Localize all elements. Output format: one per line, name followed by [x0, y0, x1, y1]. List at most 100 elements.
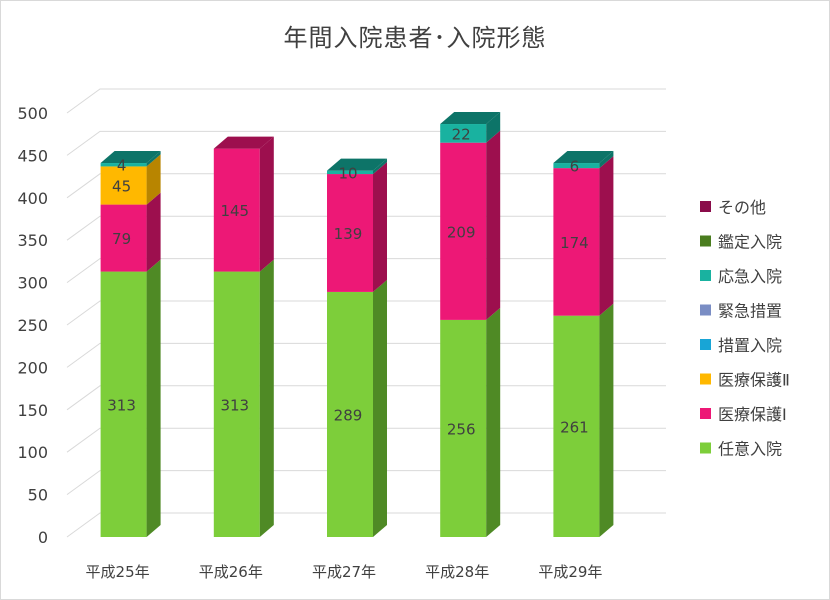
- bar-front: [440, 142, 487, 320]
- legend-swatch: [700, 373, 711, 385]
- data-label: 289: [334, 406, 363, 424]
- y-tick-label: 150: [17, 401, 48, 420]
- bar-segment: 174: [553, 156, 614, 316]
- legend-item: 緊急措置: [700, 302, 782, 321]
- data-label: 6: [570, 158, 580, 176]
- bar-side: [599, 303, 614, 537]
- y-tick-label: 400: [17, 189, 48, 208]
- legend-item: 医療保護Ⅱ: [700, 371, 790, 390]
- legend-label: 任意入院: [718, 440, 782, 459]
- bar-front: [553, 168, 600, 316]
- bar-side: [146, 192, 161, 272]
- data-label: 45: [112, 178, 131, 196]
- bar-segment: 4: [100, 151, 161, 175]
- data-label: 79: [112, 230, 131, 248]
- bar-side: [486, 112, 501, 143]
- x-axis: 平成25年 平成26年 平成27年 平成28年 平成29年: [86, 563, 603, 581]
- data-label: 261: [560, 418, 589, 436]
- bar-segment: 79: [100, 192, 161, 272]
- legend-label: 医療保護Ⅰ: [718, 405, 787, 424]
- y-tick-label: 0: [38, 528, 48, 547]
- bar-top: [213, 136, 274, 149]
- bar-side: [486, 307, 501, 537]
- chart-title: 年間入院患者･入院形態: [283, 24, 547, 52]
- bar-front: [553, 163, 600, 169]
- bar-front: [213, 148, 260, 272]
- data-label: 209: [447, 223, 476, 241]
- legend-swatch: [700, 442, 711, 454]
- bar-side: [373, 162, 387, 292]
- bar-segment: 6: [553, 151, 614, 176]
- bar-segment: 256: [440, 307, 501, 537]
- data-label: 10: [338, 164, 357, 182]
- data-label: 145: [220, 202, 249, 220]
- data-label: 256: [447, 420, 476, 438]
- legend-item: 任意入院: [700, 440, 782, 459]
- bar-segment: 313: [213, 259, 274, 537]
- legend-label: 応急入院: [718, 267, 782, 286]
- legend-label: 医療保護Ⅱ: [718, 371, 790, 390]
- bar-front: [327, 291, 373, 537]
- y-tick-label: 500: [17, 104, 48, 123]
- bar-side: [373, 279, 387, 537]
- legend-item: 措置入院: [700, 336, 782, 355]
- bar-side: [373, 158, 387, 175]
- gridline: [66, 88, 666, 114]
- bar-front: [100, 204, 147, 272]
- bar-segment: 145: [213, 136, 274, 272]
- legend-swatch: [700, 270, 711, 281]
- bar-front: [440, 319, 487, 537]
- legend-label: 鑑定入院: [718, 233, 782, 252]
- bars: 313 79 45 4 313 145 289 139 10 256 209 22 261 174 6: [100, 112, 614, 537]
- y-axis: 0 50 100 150 200 250 300 350 400 450 500: [17, 104, 48, 547]
- bar-side: [486, 130, 501, 320]
- bar-front: [100, 166, 147, 205]
- data-label: 139: [334, 225, 363, 243]
- y-tick-label: 50: [28, 486, 48, 505]
- legend-label: 緊急措置: [718, 302, 782, 321]
- legend-swatch: [700, 304, 711, 316]
- legend-item: 医療保護Ⅰ: [700, 405, 787, 424]
- legend-swatch: [700, 339, 711, 350]
- bar-front: [100, 163, 147, 167]
- bar-segment: 139: [327, 162, 387, 292]
- bar-top: [100, 151, 161, 164]
- bar-front: [100, 271, 147, 537]
- legend-label: その他: [718, 198, 766, 217]
- legend-swatch: [700, 235, 711, 247]
- bar-side: [259, 136, 274, 272]
- x-category-label: 平成28年: [425, 563, 489, 581]
- bar-segment: 313: [100, 259, 161, 537]
- bar-segment: 261: [553, 303, 614, 537]
- legend-item: 応急入院: [700, 267, 782, 286]
- bar-side: [599, 156, 614, 316]
- data-label: 313: [107, 396, 136, 414]
- bar-segment: 10: [327, 158, 387, 182]
- bar-front: [553, 315, 600, 537]
- legend-item: その他: [700, 198, 766, 217]
- data-label: 313: [220, 396, 249, 414]
- bar-segment: 22: [440, 112, 501, 143]
- legend-item: 鑑定入院: [700, 233, 782, 252]
- y-tick-label: 100: [17, 443, 48, 462]
- legend-swatch: [700, 201, 711, 212]
- y-tick-label: 250: [17, 316, 48, 335]
- legend-swatch: [700, 408, 711, 419]
- legend-label: 措置入院: [718, 336, 782, 355]
- bar-side: [599, 151, 614, 169]
- bar-front: [327, 174, 373, 292]
- x-category-label: 平成26年: [199, 563, 263, 581]
- bar-segment: 45: [100, 154, 161, 205]
- bar-side: [146, 151, 161, 167]
- y-tick-label: 300: [17, 274, 48, 293]
- x-category-label: 平成25年: [86, 563, 150, 581]
- y-tick-label: 450: [17, 146, 48, 165]
- bar-side: [146, 154, 161, 205]
- bar-side: [146, 259, 161, 537]
- x-category-label: 平成29年: [538, 563, 602, 581]
- bar-top: [440, 112, 501, 125]
- bar-segment: 289: [327, 279, 387, 537]
- bar-side: [259, 259, 274, 537]
